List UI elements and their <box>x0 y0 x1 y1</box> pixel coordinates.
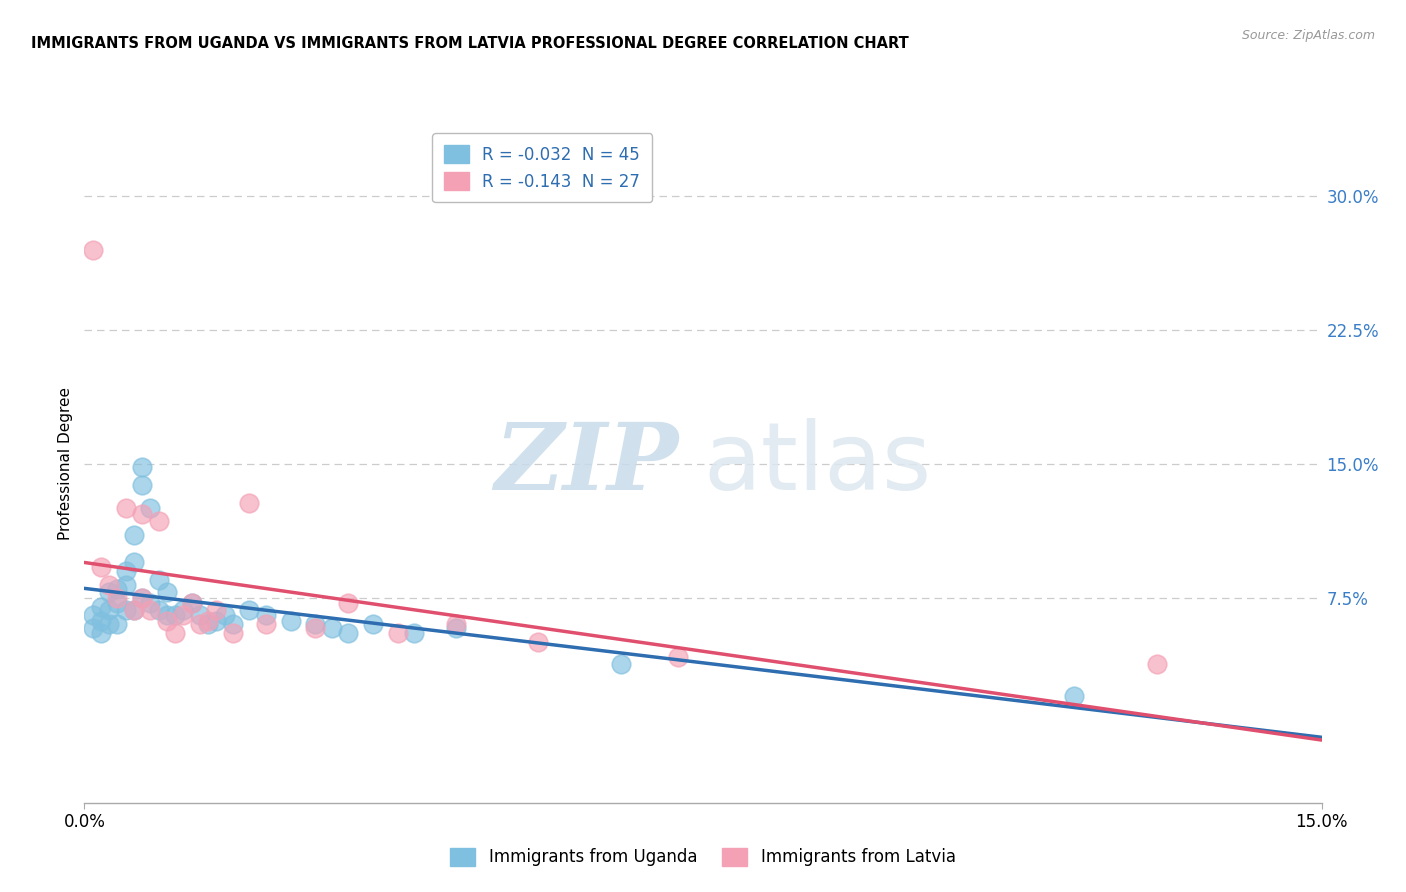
Point <box>98 603 121 617</box>
Point <box>172 608 194 623</box>
Point <box>444 617 467 632</box>
Point <box>337 596 360 610</box>
Point <box>122 603 145 617</box>
Point <box>82 621 104 635</box>
Point <box>139 596 162 610</box>
Point <box>444 621 467 635</box>
Point <box>148 514 170 528</box>
Point <box>105 591 128 605</box>
Point <box>82 243 104 257</box>
Point <box>1063 689 1085 703</box>
Point <box>609 657 631 671</box>
Point <box>139 603 162 617</box>
Point <box>131 591 153 605</box>
Point <box>304 621 326 635</box>
Text: atlas: atlas <box>703 417 931 510</box>
Point <box>254 617 277 632</box>
Point <box>165 626 187 640</box>
Point <box>114 501 136 516</box>
Point <box>131 478 153 492</box>
Point <box>527 635 550 649</box>
Point <box>254 608 277 623</box>
Point <box>238 496 260 510</box>
Point <box>122 528 145 542</box>
Point <box>82 608 104 623</box>
Point <box>337 626 360 640</box>
Text: IMMIGRANTS FROM UGANDA VS IMMIGRANTS FROM LATVIA PROFESSIONAL DEGREE CORRELATION: IMMIGRANTS FROM UGANDA VS IMMIGRANTS FRO… <box>31 36 908 51</box>
Point <box>98 617 121 632</box>
Point <box>304 617 326 632</box>
Point <box>139 501 162 516</box>
Text: ZIP: ZIP <box>494 419 678 508</box>
Legend: R = -0.032  N = 45, R = -0.143  N = 27: R = -0.032 N = 45, R = -0.143 N = 27 <box>433 133 652 202</box>
Point <box>156 614 179 628</box>
Point <box>214 608 236 623</box>
Point <box>222 626 245 640</box>
Point <box>105 596 128 610</box>
Point <box>98 585 121 599</box>
Point <box>222 617 245 632</box>
Text: Source: ZipAtlas.com: Source: ZipAtlas.com <box>1241 29 1375 42</box>
Point <box>122 555 145 569</box>
Point <box>197 617 219 632</box>
Point <box>1146 657 1168 671</box>
Point <box>404 626 426 640</box>
Point <box>148 603 170 617</box>
Point <box>165 608 187 623</box>
Point <box>238 603 260 617</box>
Point <box>197 614 219 628</box>
Point <box>205 603 228 617</box>
Point <box>105 617 128 632</box>
Point <box>280 614 302 628</box>
Point <box>156 585 179 599</box>
Point <box>114 603 136 617</box>
Point <box>90 599 112 614</box>
Point <box>148 573 170 587</box>
Point <box>90 626 112 640</box>
Point <box>321 621 343 635</box>
Point <box>98 578 121 592</box>
Point <box>156 608 179 623</box>
Point <box>114 564 136 578</box>
Point <box>188 617 211 632</box>
Point <box>361 617 384 632</box>
Legend: Immigrants from Uganda, Immigrants from Latvia: Immigrants from Uganda, Immigrants from … <box>444 841 962 873</box>
Y-axis label: Professional Degree: Professional Degree <box>58 387 73 541</box>
Point <box>131 507 153 521</box>
Point <box>172 603 194 617</box>
Point <box>180 596 202 610</box>
Point <box>131 591 153 605</box>
Point <box>666 649 689 664</box>
Point <box>188 608 211 623</box>
Point <box>105 582 128 596</box>
Point <box>131 460 153 475</box>
Point <box>90 614 112 628</box>
Point <box>122 603 145 617</box>
Point <box>205 614 228 628</box>
Point <box>90 560 112 574</box>
Point <box>180 596 202 610</box>
Point <box>387 626 409 640</box>
Point <box>114 578 136 592</box>
